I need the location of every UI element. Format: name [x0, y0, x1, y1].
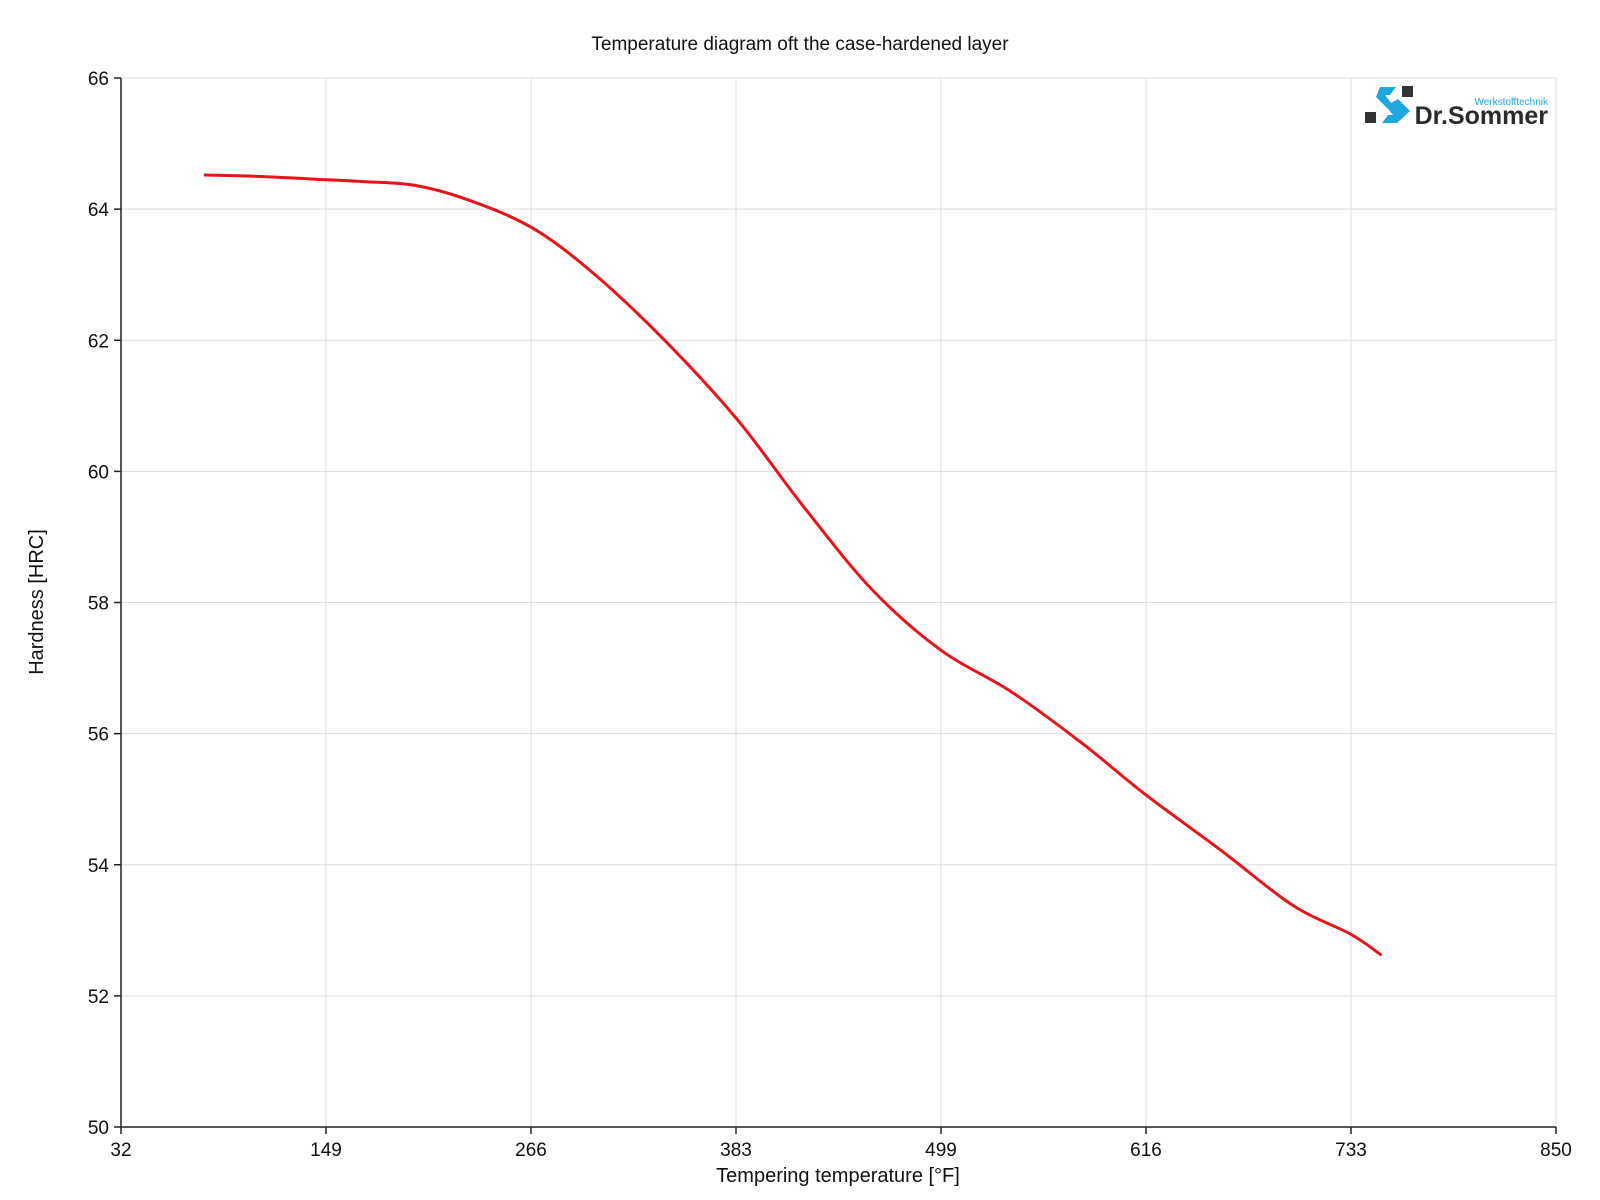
x-tick-label: 499 — [925, 1140, 957, 1161]
x-tick-label: 149 — [310, 1140, 342, 1161]
grid-layer — [121, 77, 1557, 1127]
y-tick-label: 60 — [88, 462, 109, 483]
x-tick-label: 616 — [1130, 1140, 1162, 1161]
x-tick-label: 850 — [1540, 1140, 1572, 1161]
x-tick-label: 383 — [720, 1140, 752, 1161]
logo-wordmark: Dr.Sommer — [1415, 102, 1549, 130]
y-tick-label: 52 — [88, 987, 109, 1008]
y-axis-title: Hardness [HRC] — [26, 529, 48, 675]
y-tick-label: 50 — [88, 1118, 109, 1139]
brand-logo: Werkstofftechnik Dr.Sommer — [1365, 86, 1549, 130]
ticks-layer: 32 149 266 383 499 616 733 850 50 52 54 56 58 60 62 64 6… — [88, 69, 1572, 1161]
y-tick-label: 54 — [88, 856, 110, 877]
y-tick-label: 62 — [88, 331, 109, 352]
x-axis-title: Tempering temperature [°F] — [716, 1165, 960, 1187]
x-tick-label: 32 — [110, 1140, 131, 1161]
x-tick-label: 266 — [515, 1140, 547, 1161]
series-line — [203, 173, 1383, 957]
x-tick-label: 733 — [1335, 1140, 1367, 1161]
logo-mark-icon — [1365, 86, 1413, 123]
y-tick-label: 58 — [88, 594, 109, 615]
logo-subtitle: Werkstofftechnik — [1474, 97, 1549, 108]
series-layer — [203, 173, 1383, 957]
y-tick-label: 64 — [88, 200, 110, 221]
y-tick-label: 56 — [88, 725, 109, 746]
chart-title: Temperature diagram oft the case-hardene… — [591, 34, 1009, 55]
y-tick-label: 66 — [88, 69, 109, 90]
